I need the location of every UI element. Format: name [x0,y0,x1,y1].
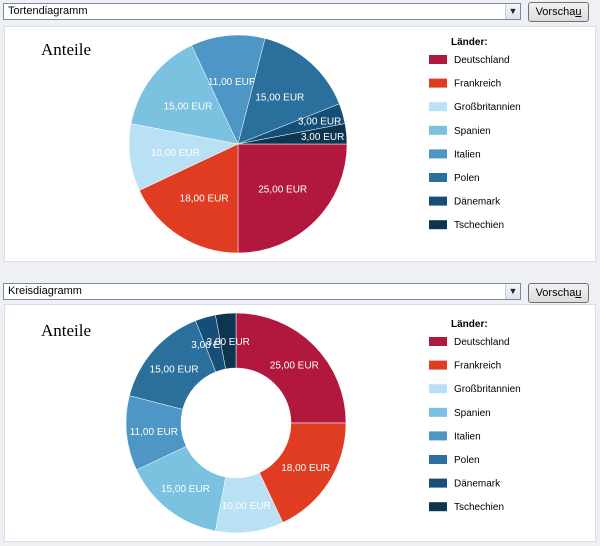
legend-item: Polen [454,455,480,466]
slice-tschechien [237,123,348,145]
legend-item: Großbritannien [454,384,521,395]
slice-label: 18,00 EUR [180,193,229,204]
legend-swatch [429,149,447,159]
legend-item: Großbritannien [454,102,521,113]
slice-label: 3,00 EUR [191,340,234,351]
slice-label: 3,00 EUR [301,132,344,143]
slice-label: 11,00 EUR [208,77,256,88]
legend-swatch [429,407,447,417]
chart-type-select-value: Kreisdiagramm [8,285,82,297]
slice-label: 18,00 EUR [281,463,330,474]
legend-item: Tschechien [454,502,504,513]
slice-label: 15,00 EUR [255,93,304,104]
legend-item: Frankreich [454,361,501,372]
chart-type-select[interactable]: Kreisdiagramm ▼ [3,283,521,300]
chevron-down-icon[interactable]: ▼ [505,284,520,299]
legend-swatch [429,125,447,135]
chevron-down-icon[interactable]: ▼ [505,4,520,19]
preview-button-label: Vorschau [535,6,582,18]
pie-chart: Anteile 25,00 EUR 18,00 EUR 10,00 EUR 15,00 … [41,34,521,254]
slice-label: 3,00 EUR [207,337,250,348]
slice-label: 25,00 EUR [258,185,307,196]
chart-type-select-value: Tortendiagramm [8,5,88,17]
preview-button[interactable]: Vorschau [528,2,589,22]
slice-tschechien [215,312,237,370]
chart-area: Anteile 25,00 EUR 18,00 EUR 10,00 EUR 15,00 … [4,26,596,262]
slice-polen [237,38,340,145]
legend-item: Deutschland [454,55,510,66]
slice-label: 15,00 EUR [161,484,210,495]
legend-swatch [429,220,447,230]
preview-button-label: Vorschau [535,287,582,299]
chart-type-select[interactable]: Tortendiagramm ▼ [3,3,521,20]
preview-button[interactable]: Vorschau [528,283,589,303]
chart-title: Anteile [41,40,91,59]
legend-swatch [429,455,447,464]
legend-swatch [429,384,447,394]
legend-swatch [429,478,447,488]
legend-title: Länder: [451,37,488,48]
legend-swatch [429,55,447,64]
legend-item: Tschechien [454,220,504,231]
chart-area: Anteile 25,00 EUR 18,00 EUR 10,00 EUR 15,00 … [4,304,596,542]
slice-label: 15,00 EUR [164,101,213,112]
legend-item: Italien [454,149,481,160]
toolbar: Tortendiagramm ▼ Vorschau [0,0,600,26]
slice-deutschland [237,143,348,254]
donut-chart: Anteile 25,00 EUR 18,00 EUR 10,00 EUR 15,00 … [41,312,521,534]
legend-swatch [429,173,447,182]
legend-swatch [429,196,447,206]
legend-item: Deutschland [454,337,510,348]
slice-label: 25,00 EUR [270,361,319,372]
chart-title: Anteile [41,321,91,340]
slice-label: 3,00 EUR [298,116,341,127]
slice-spanien [130,45,239,145]
legend-swatch [429,502,447,512]
legend-item: Polen [454,173,480,184]
legend-item: Italien [454,431,481,442]
chart-panel-donut: Kreisdiagramm ▼ Vorschau Anteile 25,00 EU… [0,280,600,546]
slice-frankreich [139,143,239,254]
slice-italien [191,34,266,145]
legend-item: Dänemark [454,197,501,208]
slice-label: 10,00 EUR [151,148,200,159]
legend-title: Länder: [451,319,488,330]
toolbar: Kreisdiagramm ▼ Vorschau [0,280,600,306]
legend-swatch [429,78,447,88]
chart-panel-pie: Tortendiagramm ▼ Vorschau Anteile 25,00 E… [0,0,600,266]
legend-item: Dänemark [454,479,501,490]
legend-item: Spanien [454,408,491,419]
legend-swatch [429,360,447,370]
slice-label: 11,00 EUR [130,427,178,438]
legend-swatch [429,337,447,346]
slice-label: 10,00 EUR [222,501,271,512]
legend-item: Frankreich [454,79,501,90]
slice-label: 15,00 EUR [150,364,199,375]
slice-deutschland [235,312,347,424]
legend-swatch [429,431,447,441]
legend-item: Spanien [454,126,491,137]
legend-swatch [429,102,447,112]
